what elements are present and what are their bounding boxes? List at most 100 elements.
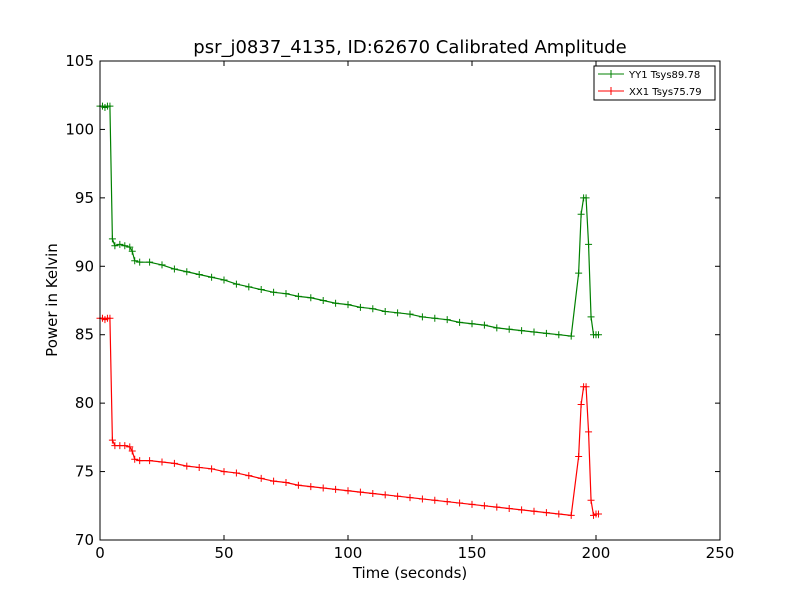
y-tick-label: 90 <box>75 257 94 275</box>
series-0-point <box>394 309 402 317</box>
series-0-point <box>158 261 166 269</box>
y-tick-label: 70 <box>75 531 94 549</box>
series-0-point <box>594 331 602 339</box>
series-1-point <box>170 459 178 467</box>
series-1-point <box>270 477 278 485</box>
series-1-point <box>555 510 563 518</box>
series-0-point <box>577 210 585 218</box>
series-1-point <box>394 492 402 500</box>
series-1-point <box>567 511 575 519</box>
series-0-point <box>208 273 216 281</box>
y-tick-label: 85 <box>75 326 94 344</box>
series-0-point <box>555 331 563 339</box>
series-1-point <box>344 487 352 495</box>
series-1-point <box>585 428 593 436</box>
series-0-point <box>582 194 590 202</box>
series-1-point <box>208 465 216 473</box>
legend-label-yy1: YY1 Tsys89.78 <box>628 70 700 81</box>
series-0-point <box>332 299 340 307</box>
series-1-point <box>136 457 144 465</box>
legend-marker-0 <box>607 70 615 78</box>
y-tick-label: 105 <box>65 52 94 70</box>
series-1-point <box>369 489 377 497</box>
series-1-point <box>307 483 315 491</box>
series-0-point <box>220 276 228 284</box>
x-tick-label: 100 <box>334 544 363 562</box>
series-0-point <box>567 332 575 340</box>
series-0-point <box>518 327 526 335</box>
series-0-point <box>146 258 154 266</box>
series-0-point <box>381 307 389 315</box>
series-line-1 <box>100 317 599 517</box>
series-0-point <box>111 242 119 250</box>
y-tick-label: 100 <box>65 120 94 138</box>
series-0-point <box>128 247 136 255</box>
series-0-point <box>183 268 191 276</box>
series-layer <box>96 102 602 519</box>
series-1-point <box>456 499 464 507</box>
series-0-point <box>456 318 464 326</box>
series-1-point <box>106 314 114 322</box>
series-1-point <box>530 507 538 515</box>
series-0-point <box>116 240 124 248</box>
plot-frame <box>99 60 721 541</box>
series-0-point <box>121 242 129 250</box>
series-0-point <box>468 320 476 328</box>
series-1-point <box>431 496 439 504</box>
x-tick-label: 0 <box>95 544 105 562</box>
x-tick-label: 50 <box>214 544 233 562</box>
series-0-point <box>505 325 513 333</box>
series-0-point <box>294 292 302 300</box>
series-0-point <box>493 324 501 332</box>
x-axis-label: Time (seconds) <box>352 564 468 582</box>
series-0-point <box>418 313 426 321</box>
series-1-point <box>356 488 364 496</box>
series-1-point <box>443 498 451 506</box>
series-0-point <box>344 301 352 309</box>
series-0-point <box>232 280 240 288</box>
legend: YY1 Tsys89.78 XX1 Tsys75.79 <box>593 65 716 101</box>
y-tick-label: 95 <box>75 189 94 207</box>
series-0-point <box>257 286 265 294</box>
series-1-point <box>575 453 583 461</box>
series-1-point <box>121 442 129 450</box>
x-tick-label: 250 <box>706 544 735 562</box>
series-1-point <box>257 474 265 482</box>
series-1-point <box>319 484 327 492</box>
series-0-point <box>542 329 550 337</box>
series-1-point <box>294 481 302 489</box>
series-1-point <box>594 510 602 518</box>
series-0-point <box>307 294 315 302</box>
series-0-point <box>106 102 114 110</box>
series-0-point <box>431 314 439 322</box>
series-1-point <box>128 447 136 455</box>
series-0-point <box>131 257 139 265</box>
series-0-point <box>195 270 203 278</box>
series-0-point <box>136 258 144 266</box>
series-1-point <box>126 443 134 451</box>
series-line-0 <box>100 105 599 337</box>
series-1-point <box>518 506 526 514</box>
series-0-point <box>319 297 327 304</box>
chart-title: psr_j0837_4135, ID:62670 Calibrated Ampl… <box>193 37 626 58</box>
series-1-point <box>418 495 426 503</box>
series-0-point <box>530 328 538 336</box>
series-1-point <box>146 457 154 465</box>
series-0-point <box>170 265 178 273</box>
series-0-point <box>575 269 583 277</box>
series-0-point <box>126 243 134 251</box>
x-tick-label: 150 <box>458 544 487 562</box>
legend-marker-1 <box>607 87 615 95</box>
series-1-point <box>406 494 414 502</box>
series-1-point <box>332 485 340 493</box>
series-1-point <box>131 455 139 463</box>
series-0-point <box>480 321 488 329</box>
series-1-point <box>577 401 585 409</box>
series-1-point <box>220 468 228 476</box>
series-0-point <box>587 313 595 321</box>
y-tick-label: 75 <box>75 463 94 481</box>
series-1-point <box>493 503 501 511</box>
series-1-point <box>232 469 240 477</box>
